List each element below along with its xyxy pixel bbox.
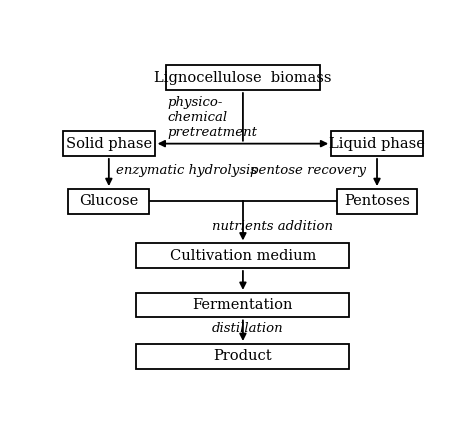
FancyBboxPatch shape	[137, 293, 349, 318]
FancyBboxPatch shape	[166, 65, 320, 90]
FancyBboxPatch shape	[68, 189, 149, 214]
FancyBboxPatch shape	[137, 244, 349, 268]
Text: nutrients addition: nutrients addition	[212, 220, 333, 233]
Text: Liquid phase: Liquid phase	[329, 137, 425, 151]
Text: Glucose: Glucose	[79, 194, 138, 208]
FancyBboxPatch shape	[331, 131, 423, 156]
FancyBboxPatch shape	[337, 189, 418, 214]
Text: enzymatic hydrolysis: enzymatic hydrolysis	[116, 164, 257, 177]
Text: Lignocellulose  biomass: Lignocellulose biomass	[154, 71, 332, 85]
Text: distillation: distillation	[212, 322, 283, 335]
FancyBboxPatch shape	[137, 344, 349, 369]
Text: Solid phase: Solid phase	[66, 137, 152, 151]
Text: Cultivation medium: Cultivation medium	[170, 249, 316, 263]
Text: Fermentation: Fermentation	[192, 298, 293, 312]
Text: physico-
chemical
pretreatment: physico- chemical pretreatment	[168, 96, 257, 139]
FancyBboxPatch shape	[63, 131, 155, 156]
Text: pentose recovery: pentose recovery	[250, 164, 366, 177]
Text: Product: Product	[214, 349, 272, 363]
Text: Pentoses: Pentoses	[344, 194, 410, 208]
